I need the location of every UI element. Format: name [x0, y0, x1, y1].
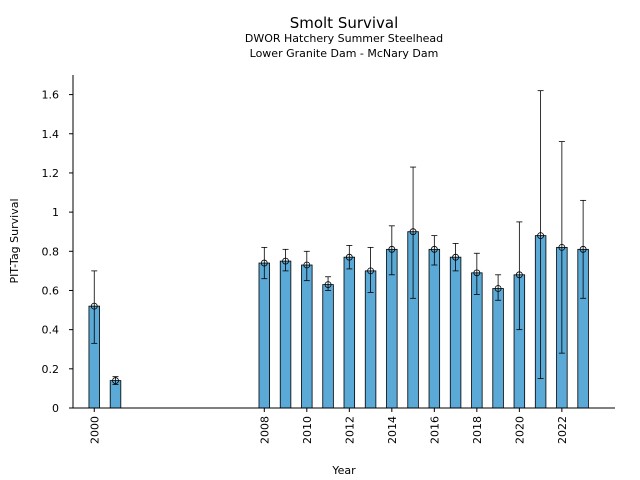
- point-marker-2021: [537, 232, 545, 240]
- x-tick-label: 2008: [258, 416, 271, 444]
- y-tick-label: 1.6: [42, 89, 60, 102]
- bar-2011: [322, 284, 334, 409]
- bar-group-2023: [577, 199, 589, 409]
- bar-group-2015: [407, 166, 419, 409]
- bar-2019: [492, 288, 504, 409]
- y-tick-label: 1.2: [42, 167, 60, 180]
- chart-subtitle-line-2: Lower Granite Dam - McNary Dam: [250, 47, 439, 60]
- bar-2008: [258, 262, 271, 409]
- point-marker-2016: [430, 245, 438, 253]
- bar-group-2012: [343, 245, 356, 409]
- point-marker-2023: [579, 245, 587, 253]
- bar-group-2011: [322, 276, 334, 409]
- point-marker-2013: [367, 267, 374, 275]
- bar-2010: [301, 264, 313, 409]
- bar-group-2022: [556, 141, 568, 409]
- point-marker-2022: [558, 243, 566, 251]
- bar-2009: [279, 260, 292, 409]
- bar-group-2014: [386, 225, 398, 409]
- x-tick-label: 2014: [386, 416, 399, 444]
- bar-group-2016: [428, 235, 441, 409]
- x-tick-label: 2000: [88, 416, 101, 444]
- x-ticks: 2000 2008 2010 2012 2014 2016 2018 2020 2022: [88, 408, 569, 444]
- bar-2012: [343, 256, 356, 409]
- x-tick-label: 2012: [343, 416, 356, 444]
- bar-group-2008: [258, 246, 271, 409]
- bar-group-2018: [471, 252, 483, 409]
- point-marker-2018: [473, 269, 481, 277]
- x-tick-label: 2010: [301, 416, 314, 444]
- point-marker-2019: [494, 285, 502, 292]
- y-tick-label: 1: [52, 206, 59, 219]
- y-ticks: 0 0.2 0.4 0.6 0.8 1 1.2 1.4 1.6: [42, 89, 73, 415]
- bar-group-2001: [109, 376, 122, 409]
- x-tick-label: 2018: [471, 416, 484, 444]
- point-marker-2000: [90, 302, 98, 310]
- point-marker-2014: [388, 245, 396, 253]
- bar-group-2009: [279, 248, 292, 409]
- y-tick-label: 0.2: [42, 363, 60, 376]
- x-tick-label: 2022: [556, 416, 569, 444]
- chart-subtitle-line-1: DWOR Hatchery Summer Steelhead: [245, 32, 443, 45]
- point-marker-2010: [303, 261, 311, 269]
- y-axis-label: PIT-Tag Survival: [8, 198, 21, 283]
- point-marker-2017: [452, 253, 459, 261]
- y-tick-label: 0.6: [42, 284, 60, 297]
- bar-2016: [428, 248, 441, 409]
- bar-group-2010: [301, 250, 313, 409]
- point-marker-2008: [260, 259, 268, 267]
- bar-group-2019: [492, 274, 504, 409]
- point-marker-2011: [324, 281, 332, 288]
- point-marker-2001: [112, 377, 119, 384]
- bar-group-2017: [449, 243, 462, 409]
- bar-2017: [449, 256, 462, 409]
- bar-group-2021: [534, 90, 547, 409]
- point-marker-2020: [515, 271, 523, 279]
- plot-area: [88, 90, 589, 409]
- point-marker-2015: [409, 228, 417, 236]
- y-tick-label: 1.4: [42, 128, 60, 141]
- x-tick-label: 2016: [428, 416, 441, 444]
- bar-group-2020: [513, 221, 526, 409]
- bar-group-2013: [364, 246, 377, 409]
- point-marker-2009: [282, 257, 289, 265]
- y-tick-label: 0.8: [42, 245, 60, 258]
- chart-title: Smolt Survival: [290, 14, 399, 32]
- bar-group-2000: [88, 270, 100, 409]
- x-axis-label: Year: [331, 464, 356, 477]
- point-marker-2012: [345, 253, 353, 261]
- x-tick-label: 2020: [513, 416, 526, 444]
- y-tick-label: 0: [52, 402, 59, 415]
- y-tick-label: 0.4: [42, 324, 60, 337]
